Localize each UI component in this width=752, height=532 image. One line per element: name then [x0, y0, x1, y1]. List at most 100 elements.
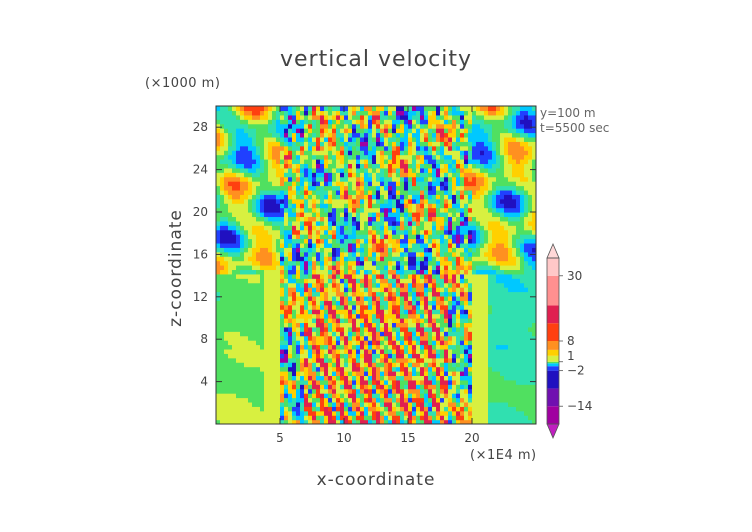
field-cell: [344, 251, 349, 257]
field-cell: [248, 128, 253, 134]
field-cell: [436, 331, 441, 337]
field-cell: [248, 304, 253, 310]
field-cell: [376, 119, 381, 125]
field-cell: [488, 141, 493, 147]
field-cell: [476, 172, 481, 178]
field-cell: [324, 415, 329, 421]
field-cell: [240, 110, 245, 116]
field-cell: [472, 322, 477, 328]
field-cell: [260, 401, 265, 407]
field-cell: [348, 194, 353, 200]
field-cell: [476, 322, 481, 328]
field-cell: [344, 172, 349, 178]
field-cell: [364, 172, 369, 178]
field-cell: [336, 181, 341, 187]
field-cell: [492, 344, 497, 350]
field-cell: [448, 393, 453, 399]
field-cell: [304, 251, 309, 257]
field-cell: [264, 415, 269, 421]
field-cell: [308, 322, 313, 328]
field-cell: [312, 375, 317, 381]
field-cell: [240, 185, 245, 191]
field-cell: [300, 242, 305, 248]
field-cell: [380, 300, 385, 306]
field-cell: [256, 375, 261, 381]
field-cell: [320, 234, 325, 240]
field-cell: [228, 340, 233, 346]
field-cell: [404, 203, 409, 209]
field-cell: [440, 375, 445, 381]
field-cell: [364, 287, 369, 293]
field-cell: [340, 406, 345, 412]
field-cell: [264, 265, 269, 271]
field-cell: [488, 406, 493, 412]
field-cell: [244, 198, 249, 204]
field-cell: [284, 348, 289, 354]
field-cell: [312, 304, 317, 310]
field-cell: [304, 318, 309, 324]
field-cell: [392, 106, 397, 112]
field-cell: [412, 220, 417, 226]
field-cell: [328, 207, 333, 213]
field-cell: [420, 388, 425, 394]
field-cell: [300, 371, 305, 377]
field-cell: [372, 119, 377, 125]
field-cell: [232, 256, 237, 262]
field-cell: [244, 256, 249, 262]
field-cell: [384, 185, 389, 191]
field-cell: [376, 326, 381, 332]
field-cell: [448, 247, 453, 253]
field-cell: [344, 106, 349, 112]
field-cell: [400, 167, 405, 173]
field-cell: [332, 375, 337, 381]
field-cell: [472, 309, 477, 315]
field-cell: [284, 287, 289, 293]
field-cell: [460, 295, 465, 301]
field-cell: [484, 167, 489, 173]
field-cell: [256, 379, 261, 385]
field-cell: [296, 406, 301, 412]
field-cell: [332, 371, 337, 377]
field-cell: [364, 242, 369, 248]
field-cell: [324, 273, 329, 279]
field-cell: [428, 388, 433, 394]
field-cell: [388, 282, 393, 288]
field-cell: [220, 291, 225, 297]
field-cell: [276, 340, 281, 346]
field-cell: [364, 229, 369, 235]
field-cell: [476, 136, 481, 142]
field-cell: [452, 172, 457, 178]
field-cell: [280, 128, 285, 134]
field-cell: [340, 357, 345, 363]
field-cell: [288, 212, 293, 218]
field-cell: [252, 172, 257, 178]
field-cell: [316, 136, 321, 142]
field-cell: [404, 282, 409, 288]
field-cell: [452, 207, 457, 213]
field-cell: [276, 234, 281, 240]
field-cell: [348, 415, 353, 421]
field-cell: [280, 344, 285, 350]
field-cell: [408, 287, 413, 293]
field-cell: [288, 278, 293, 284]
field-cell: [232, 362, 237, 368]
field-cell: [380, 106, 385, 112]
field-cell: [416, 154, 421, 160]
field-cell: [288, 185, 293, 191]
field-cell: [380, 132, 385, 138]
field-cell: [448, 362, 453, 368]
field-cell: [480, 110, 485, 116]
field-cell: [436, 353, 441, 359]
field-cell: [468, 269, 473, 275]
field-cell: [240, 313, 245, 319]
field-cell: [276, 141, 281, 147]
field-cell: [372, 154, 377, 160]
field-cell: [444, 234, 449, 240]
field-cell: [236, 331, 241, 337]
field-cell: [356, 379, 361, 385]
field-cell: [304, 229, 309, 235]
field-cell: [316, 322, 321, 328]
field-cell: [476, 106, 481, 112]
field-cell: [484, 282, 489, 288]
field-cell: [388, 366, 393, 372]
